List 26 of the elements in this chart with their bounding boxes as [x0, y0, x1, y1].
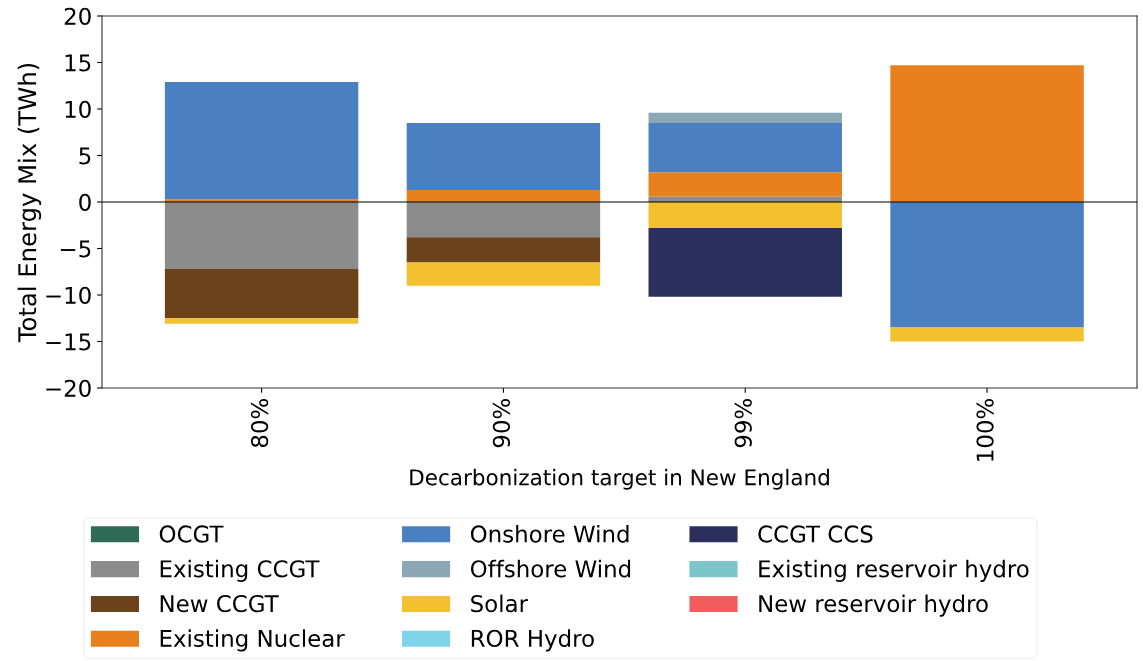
legend-label: Existing CCGT	[160, 559, 320, 582]
x-tick-label: 100%	[976, 398, 994, 461]
y-tick-label: −15	[46, 333, 91, 351]
y-tick-label: 20	[64, 7, 91, 26]
y-tick-label: −10	[46, 286, 91, 305]
legend-label: New CCGT	[160, 594, 279, 613]
legend-label: CCGT CCS	[758, 525, 873, 543]
legend-label: ROR Hydro	[471, 629, 594, 652]
y-tick-label: 0	[79, 193, 91, 212]
x-tick-label: 90%	[492, 398, 511, 448]
y-tick-label: 5	[79, 147, 91, 165]
x-tick-label: 80%	[250, 398, 269, 448]
legend-label: Onshore Wind	[470, 524, 629, 543]
legend-label: Existing Nuclear	[160, 629, 345, 652]
legend-label: Solar	[471, 594, 529, 613]
legend-label: OCGT	[159, 525, 224, 543]
x-axis-title: Decarbonization target in New England	[410, 468, 829, 490]
y-tick-label: −5	[60, 240, 91, 258]
y-tick-label: 15	[65, 54, 91, 72]
legend-label: Offshore Wind	[470, 559, 631, 578]
x-tick-label: 99%	[734, 398, 752, 448]
y-axis-title: Total Energy Mix (TWh)	[17, 63, 42, 343]
y-tick-label: 10	[65, 100, 91, 119]
legend-label: Existing reservoir hydro	[759, 559, 1029, 582]
y-tick-label: −20	[46, 379, 91, 398]
legend-label: New reservoir hydro	[759, 594, 988, 617]
